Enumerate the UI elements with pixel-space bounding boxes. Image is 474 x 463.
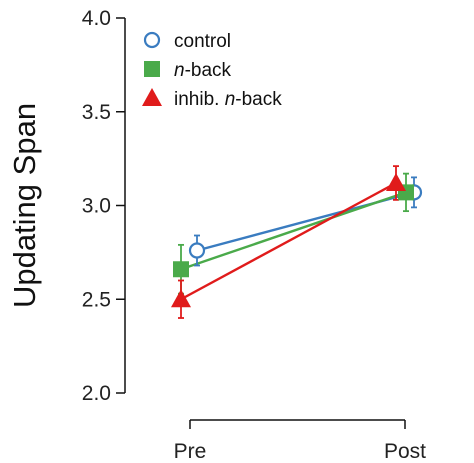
y-axis-title: Updating Span [7,103,42,308]
legend-label: inhib. n-back [174,89,282,110]
x-tick-label: Pre [174,440,207,463]
legend-marker [144,61,160,77]
y-tick-label: 3.5 [82,101,111,124]
x-tick-label: Post [384,440,426,463]
axes: 2.0 2.5 3.0 3.5 4.0 Pre Post Updating Span [7,7,426,463]
y-tick-label: 4.0 [82,7,111,30]
plot-area [171,165,423,319]
data-point [173,261,189,278]
legend-label: n-back [174,60,232,81]
data-point [171,289,191,308]
y-tick-label: 3.0 [82,195,111,218]
data-point [188,242,206,259]
legend: control n-back inhib. n-back [142,31,282,110]
series-line-1 [180,191,407,271]
data-point [386,173,406,191]
legend-marker [142,88,162,106]
legend-marker [143,31,161,49]
legend-label: control [174,31,231,52]
series-line-2 [180,181,397,301]
y-tick-label: 2.0 [82,382,111,405]
y-tick-label: 2.5 [82,288,111,311]
